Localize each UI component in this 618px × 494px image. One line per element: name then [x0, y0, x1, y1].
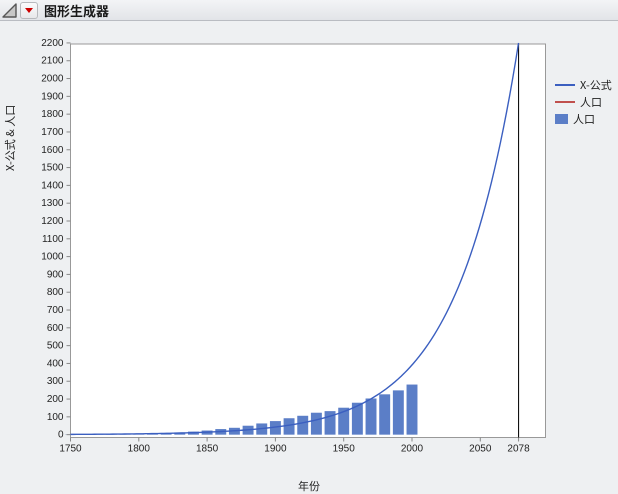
svg-text:2000: 2000 — [41, 74, 64, 85]
svg-text:200: 200 — [47, 394, 64, 405]
svg-text:2000: 2000 — [401, 444, 424, 455]
svg-text:2100: 2100 — [41, 56, 64, 67]
svg-text:1850: 1850 — [196, 444, 219, 455]
svg-text:2050: 2050 — [469, 444, 492, 455]
svg-text:1400: 1400 — [41, 180, 64, 191]
svg-text:1200: 1200 — [41, 216, 64, 227]
svg-text:700: 700 — [47, 305, 64, 316]
svg-text:1750: 1750 — [59, 444, 82, 455]
svg-text:2078: 2078 — [507, 444, 530, 455]
svg-text:400: 400 — [47, 358, 64, 369]
svg-text:1300: 1300 — [41, 198, 64, 209]
svg-text:1700: 1700 — [41, 127, 64, 138]
svg-text:900: 900 — [47, 269, 64, 280]
svg-text:1900: 1900 — [264, 444, 287, 455]
svg-text:100: 100 — [47, 412, 64, 423]
svg-text:1800: 1800 — [128, 444, 151, 455]
svg-text:1800: 1800 — [41, 109, 64, 120]
svg-text:500: 500 — [47, 341, 64, 352]
svg-text:1900: 1900 — [41, 91, 64, 102]
svg-text:800: 800 — [47, 287, 64, 298]
svg-text:1950: 1950 — [333, 444, 356, 455]
svg-text:300: 300 — [47, 376, 64, 387]
svg-text:2200: 2200 — [41, 38, 64, 49]
svg-text:1100: 1100 — [42, 234, 64, 245]
svg-text:0: 0 — [58, 430, 64, 441]
svg-text:1000: 1000 — [41, 252, 64, 263]
svg-text:600: 600 — [47, 323, 64, 334]
